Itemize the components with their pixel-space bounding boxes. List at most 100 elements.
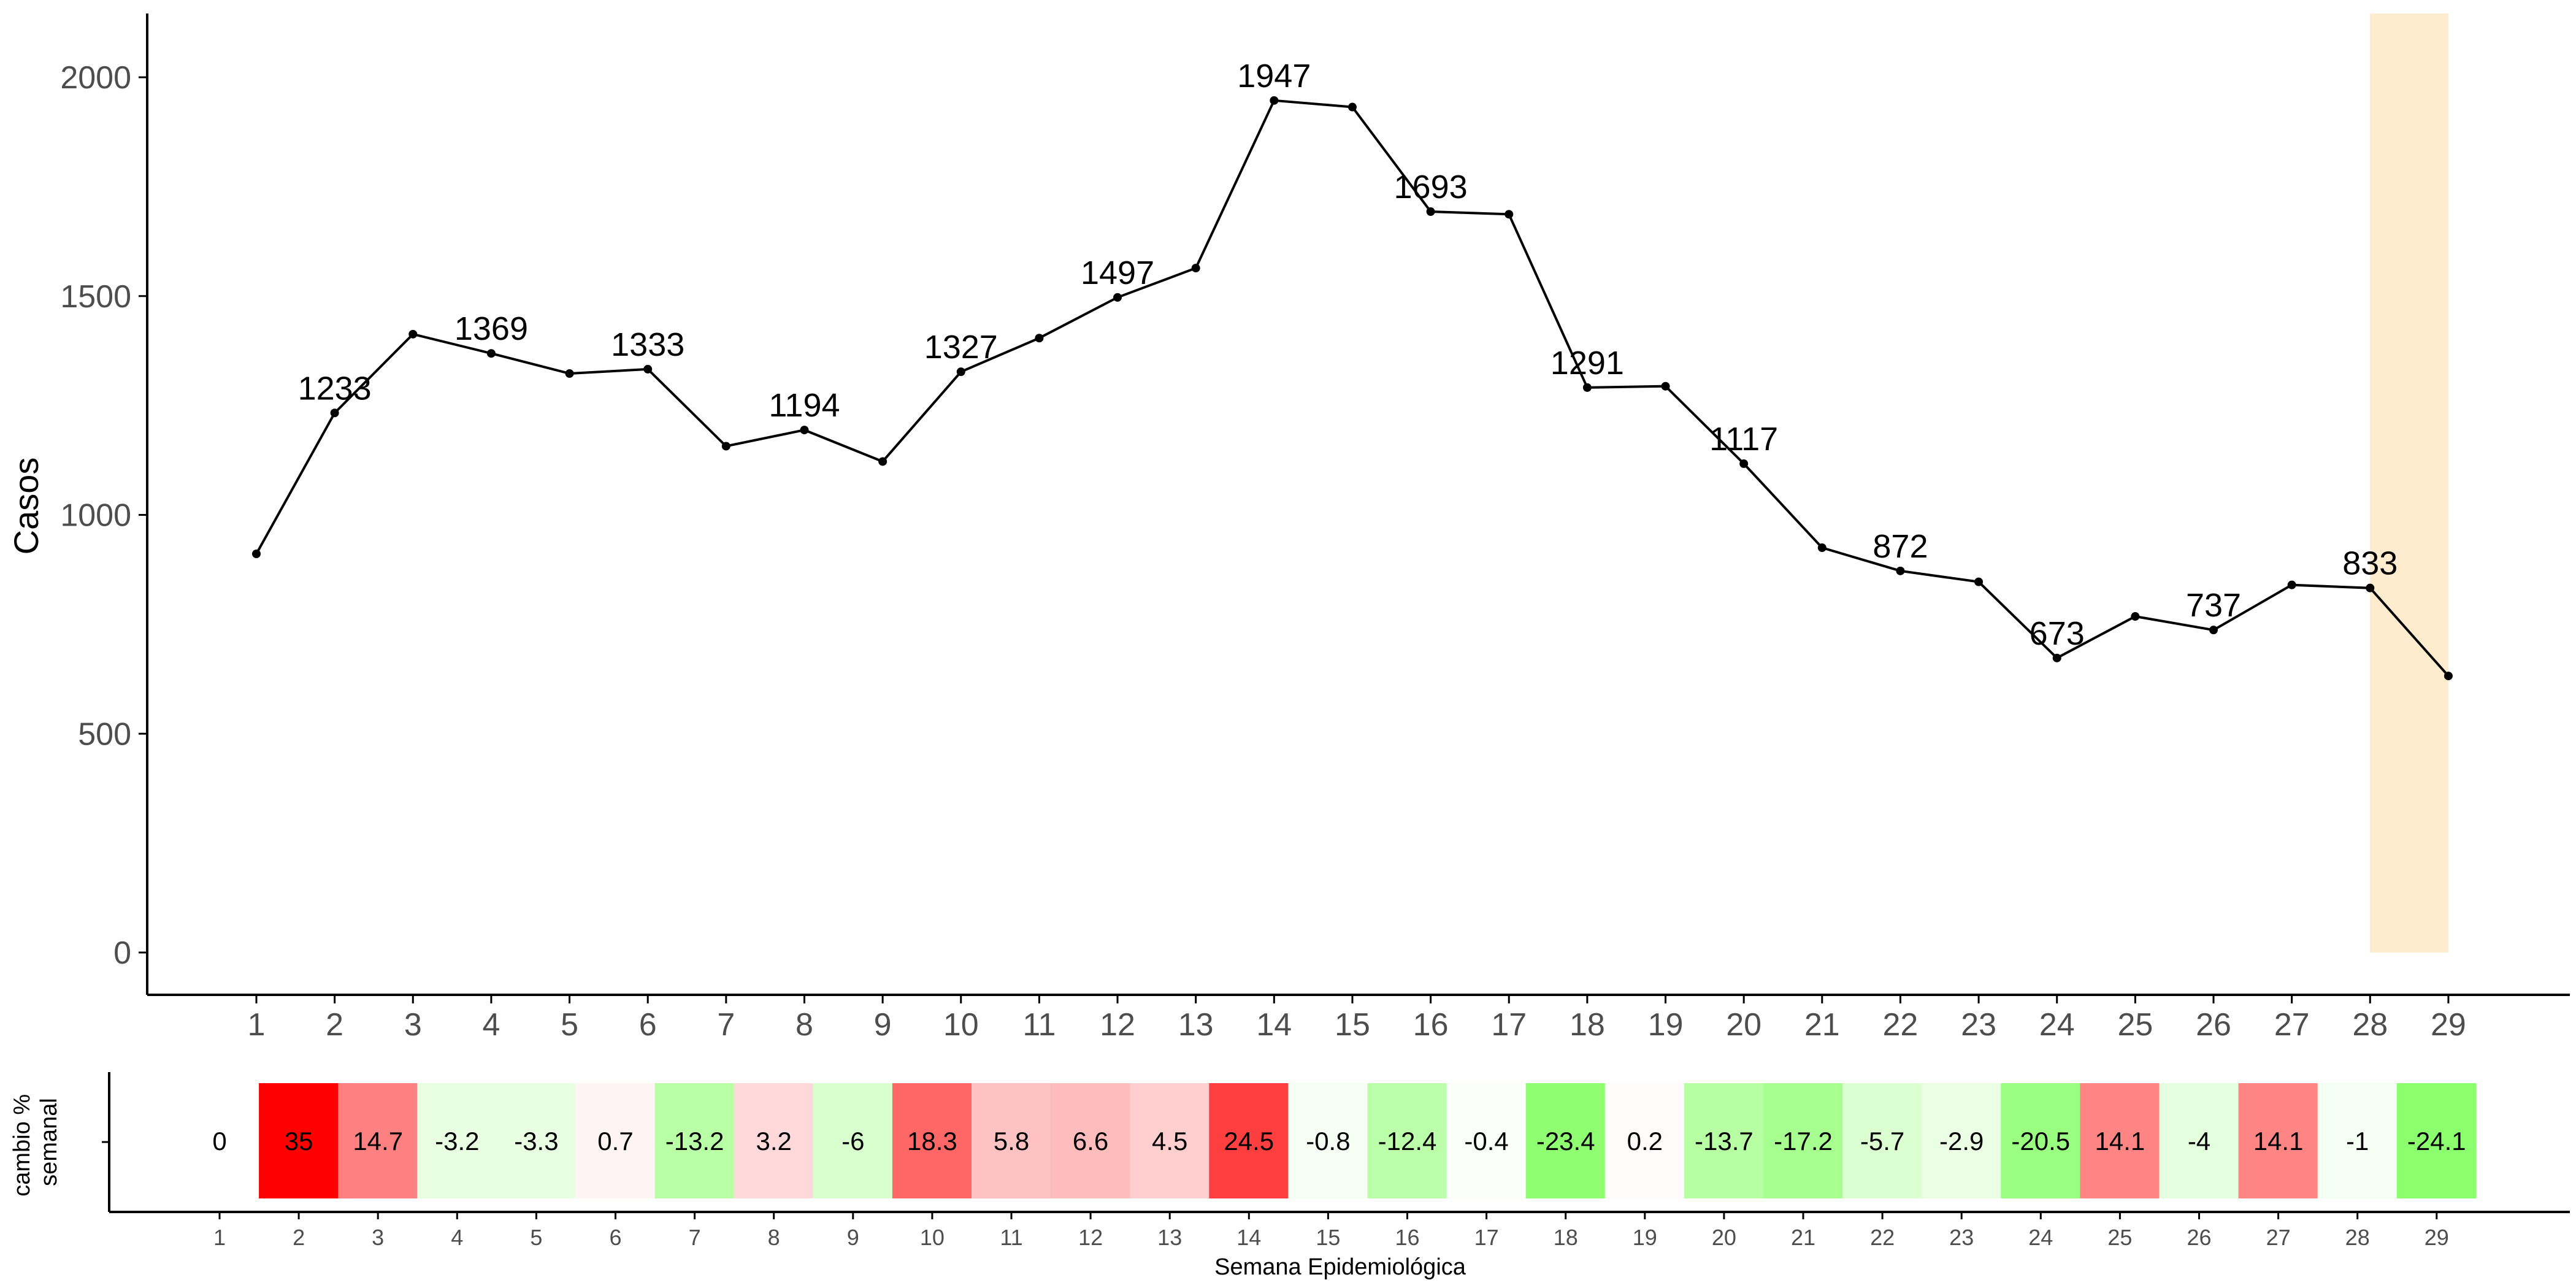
data-point [2444,672,2453,681]
data-label: 872 [1873,528,1928,565]
heatmap-cell-label: -4 [2188,1127,2210,1156]
data-point [721,442,730,451]
heatmap-cell-label: -0.4 [1464,1127,1508,1156]
data-point [1661,381,1670,391]
heatmap-cell-label: -1 [2346,1127,2369,1156]
x-tick-label: 19 [1648,1007,1684,1043]
x-tick-label: 20 [1726,1007,1761,1043]
heatmap-cell [259,1083,339,1198]
heatmap-cell-label: 18.3 [907,1127,957,1156]
data-point [1113,293,1122,302]
x-tick-label: 14 [1256,1007,1292,1043]
series [252,96,2453,681]
heatmap-cell [338,1083,418,1198]
heatmap-cell [1446,1083,1527,1198]
data-point [1505,210,1514,219]
data-label: 833 [2342,545,2398,582]
x-tick-label: 8 [795,1007,813,1043]
data-label: 673 [2030,615,2085,652]
x-axis-title: Semana Epidemiológica [1214,1254,1466,1280]
heatmap-cell [813,1083,893,1198]
x-tick-label: 12 [1100,1007,1135,1043]
heatmap-cell [1051,1083,1131,1198]
heatmap-cell [654,1083,735,1198]
data-label: 1291 [1551,345,1624,381]
heatmap-cell-label: 0.2 [1627,1127,1663,1156]
data-point [486,349,496,358]
data-point [330,408,339,418]
data-label: 1194 [769,387,840,424]
x-tick-label: 10 [943,1007,979,1043]
data-point [800,426,809,435]
heatmap-x-tick-label: 13 [1157,1225,1182,1250]
x-tick-label: 23 [1961,1007,1996,1043]
heatmap-x-tick-label: 24 [2028,1225,2053,1250]
heatmap-cell [180,1083,259,1198]
heatmap-x-tick-label: 27 [2266,1225,2291,1250]
heatmap-x-tick-label: 9 [847,1225,859,1250]
y-tick-label: 0 [113,935,131,971]
y-tick-label: 1500 [60,279,131,315]
data-point [1739,459,1749,469]
heatmap-x-tick-label: 21 [1791,1225,1815,1250]
heatmap-cell-label: 35 [285,1127,313,1156]
data-point [1896,566,1905,575]
data-point [2287,580,2296,589]
x-tick-label: 4 [482,1007,500,1043]
x-tick-label: 21 [1804,1007,1840,1043]
heatmap-cell [734,1083,814,1198]
heatmap-x-tick-label: 12 [1078,1225,1103,1250]
heatmap-cells: 0 35 14.7 -3.2 -3.3 0.7 -13.2 3.2 -6 18.3 5.8 6.6 4.… [180,1083,2477,1198]
heatmap-x-tick-label: 15 [1316,1225,1340,1250]
data-point [956,367,965,377]
heatmap-x-tick-label: 17 [1474,1225,1499,1250]
data-point [2366,583,2375,592]
heatmap-cell [1842,1083,1923,1198]
heatmap-x-tick-label: 25 [2107,1225,2132,1250]
heatmap-x-tick-label: 7 [689,1225,701,1250]
x-tick-label: 5 [561,1007,578,1043]
x-tick-label: 28 [2352,1007,2388,1043]
heatmap-cell-label: 14.1 [2095,1127,2145,1156]
x-tick-label: 6 [639,1007,657,1043]
heatmap-x-tick-label: 29 [2425,1225,2449,1250]
heatmap-x-tick-label: 8 [768,1225,780,1250]
heatmap-cell-label: -17.2 [1774,1127,1833,1156]
data-label: 1369 [454,310,528,347]
heatmap-cell [892,1083,972,1198]
heatmap-x-tick-label: 11 [1000,1225,1022,1250]
x-tick-label: 29 [2431,1007,2466,1043]
heatmap-cell [1604,1083,1685,1198]
data-label: 1693 [1394,169,1468,205]
heatmap-cell-label: 0.7 [597,1127,633,1156]
x-ticks: 1 2 3 4 5 6 7 8 9 10 11 12 13 14 15 16 17 18 19 20 21 22 23 24 2… [248,995,2466,1043]
x-tick-label: 13 [1178,1007,1214,1043]
heatmap-cell [1209,1083,1289,1198]
heatmap-x-tick-label: 10 [920,1225,945,1250]
data-point [1191,264,1200,273]
heatmap-cell [1922,1083,2002,1198]
heatmap-cell-label: 24.5 [1224,1127,1274,1156]
x-tick-label: 11 [1022,1007,1056,1043]
heatmap-cell [2396,1083,2477,1198]
heatmap-cell [1367,1083,1447,1198]
y-tick-label: 1000 [60,498,131,534]
data-label: 1117 [1709,421,1778,458]
heatmap-cell [972,1083,1051,1198]
heatmap-cell [1763,1083,1843,1198]
heatmap-x-tick-label: 1 [213,1225,226,1250]
heatmap-x-tick-label: 14 [1236,1225,1261,1250]
x-tick-label: 25 [2117,1007,2153,1043]
data-point [1817,543,1827,553]
heatmap-y-axis-title: cambio % semanal [9,1087,62,1196]
data-point [2052,653,2061,662]
x-tick-label: 15 [1335,1007,1370,1043]
data-point [643,364,653,374]
data-point [1582,383,1592,392]
data-labels: 1233 1369 1333 1194 1327 1497 1947 1693 1291 1117… [298,58,2398,652]
x-tick-label: 22 [1883,1007,1919,1043]
data-label: 1947 [1237,58,1311,94]
heatmap-cell-label: 14.1 [2253,1127,2304,1156]
data-label: 1327 [924,329,998,366]
